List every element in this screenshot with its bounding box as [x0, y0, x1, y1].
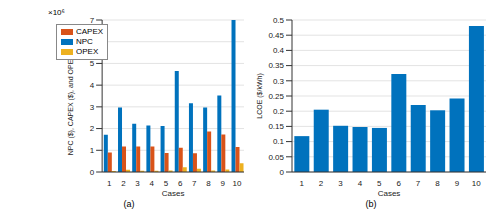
svg-text:3: 3 [135, 179, 140, 188]
svg-text:2: 2 [90, 124, 95, 133]
svg-text:0.3: 0.3 [273, 77, 285, 86]
svg-text:10: 10 [472, 179, 481, 188]
svg-text:6: 6 [396, 179, 401, 188]
svg-text:10: 10 [232, 179, 241, 188]
svg-text:1: 1 [107, 179, 112, 188]
svg-text:7: 7 [416, 179, 421, 188]
svg-text:Cases: Cases [378, 189, 401, 198]
svg-text:0.5: 0.5 [273, 16, 285, 25]
svg-text:1: 1 [299, 179, 304, 188]
svg-text:0.25: 0.25 [268, 92, 284, 101]
svg-text:0: 0 [90, 168, 95, 177]
svg-text:0.1: 0.1 [273, 137, 285, 146]
svg-text:0: 0 [280, 168, 285, 177]
svg-text:0.35: 0.35 [268, 61, 284, 70]
svg-text:4: 4 [90, 81, 95, 90]
svg-text:9: 9 [220, 179, 225, 188]
svg-text:7: 7 [192, 179, 197, 188]
svg-text:9: 9 [455, 179, 460, 188]
svg-text:6: 6 [178, 179, 183, 188]
svg-text:1: 1 [90, 146, 95, 155]
svg-text:NPC ($), CAPEX ($), and OPEX (: NPC ($), CAPEX ($), and OPEX ($/yr) [67, 37, 75, 156]
svg-text:5: 5 [90, 59, 95, 68]
svg-text:LCOE ($/kWh): LCOE ($/kWh) [256, 73, 264, 119]
svg-text:0.15: 0.15 [268, 122, 284, 131]
svg-text:7: 7 [90, 16, 95, 25]
svg-text:Cases: Cases [162, 189, 185, 198]
svg-text:0.05: 0.05 [268, 153, 284, 162]
svg-text:5: 5 [377, 179, 382, 188]
svg-text:8: 8 [435, 179, 440, 188]
svg-text:4: 4 [150, 179, 155, 188]
svg-text:0.4: 0.4 [273, 46, 285, 55]
svg-text:0.2: 0.2 [273, 107, 285, 116]
svg-text:3: 3 [338, 179, 343, 188]
svg-text:6: 6 [90, 38, 95, 47]
svg-text:2: 2 [121, 179, 126, 188]
svg-text:8: 8 [206, 179, 211, 188]
svg-text:5: 5 [164, 179, 169, 188]
svg-text:2: 2 [319, 179, 324, 188]
svg-text:0.45: 0.45 [268, 31, 284, 40]
svg-text:3: 3 [90, 103, 95, 112]
svg-text:4: 4 [358, 179, 363, 188]
